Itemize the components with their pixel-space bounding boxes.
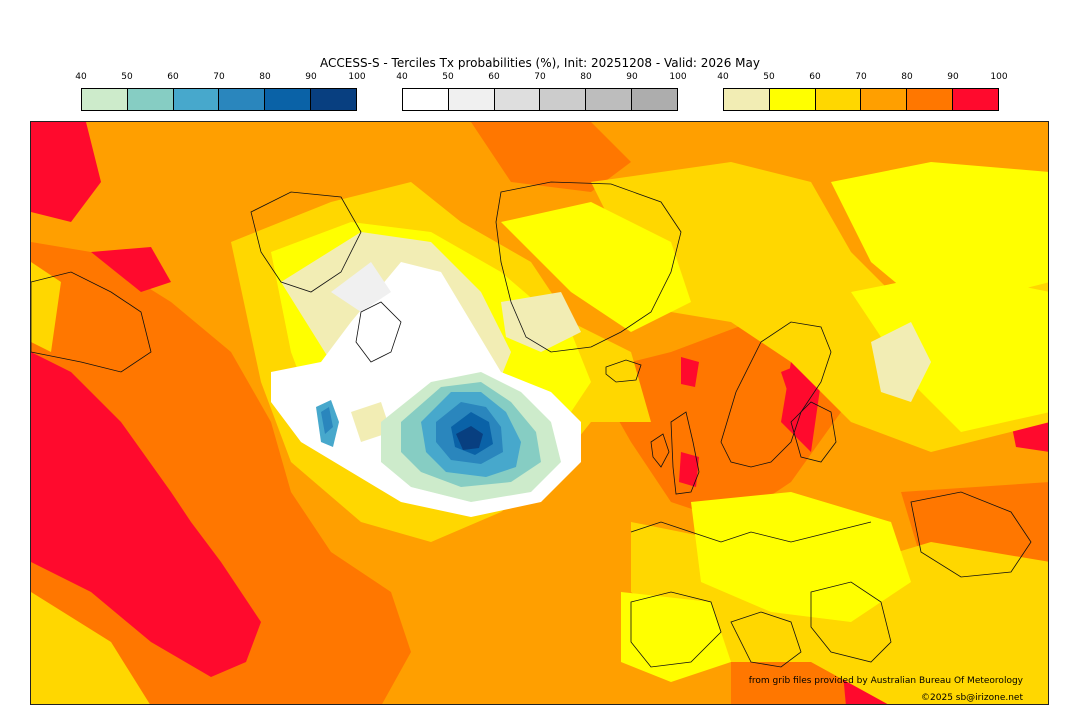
coastline-finland [790,401,837,463]
legend-tick: 40 [396,72,408,82]
legend-tick: 90 [305,72,317,82]
coastline-balkans [810,581,892,663]
legend-tick: 40 [717,72,729,82]
legend-tick: 60 [809,72,821,82]
legend-swatch [311,89,356,110]
coastlines [31,181,1032,668]
legend-tick: 70 [213,72,225,82]
coastline-europe-north [630,521,872,543]
coastline-iberia [630,591,722,668]
legend-swatch [403,89,449,110]
coastline-labrador [355,301,402,363]
legend-tick: 90 [626,72,638,82]
data-credit: from grib files provided by Australian B… [748,676,1023,686]
legend-swatch [173,89,220,110]
field-grey-patch [331,262,391,312]
legend-swatch [907,89,954,110]
coastline-iceland [605,359,642,383]
legend-above-normal: 40 50 60 70 80 90 100 [717,72,1008,112]
legend-swatch [540,89,587,110]
coastline-baffin [250,191,362,293]
legend-swatch [632,89,677,110]
field-yellow-arctic-east [831,162,1048,312]
field-yellow-russia [851,272,1048,432]
field-red-west [31,352,261,677]
field-yellow-iberia [621,592,731,682]
coastline-canada [31,271,152,373]
field-red-patch [681,357,699,387]
legend-swatch [448,89,495,110]
legend-tick: 60 [167,72,179,82]
legend-tick: 50 [442,72,454,82]
field-below-west-core [321,407,333,434]
legend-tick: 80 [259,72,271,82]
legend-tick: 90 [947,72,959,82]
field-red-patch [679,452,699,487]
legend-near-normal: 40 50 60 70 80 90 100 [396,72,687,112]
legend-swatch [127,89,174,110]
legend-swatch [953,89,998,110]
legend-tick: 50 [121,72,133,82]
coastline-ireland [650,433,670,468]
legend-swatch [82,89,128,110]
legend-tick: 80 [901,72,913,82]
legend-swatch [265,89,312,110]
legend-tick: 100 [990,72,1008,82]
colorbar-above-normal [723,88,999,111]
field-red-strip [91,247,171,292]
probability-map [30,121,1049,705]
map-canvas [31,122,1048,704]
legend-swatch [815,89,862,110]
coastline-black-sea [910,491,1032,578]
field-pale-russia [871,322,931,402]
map-title: ACCESS-S - Terciles Tx probabilities (%)… [320,56,760,70]
field-gold-west-edge [31,262,61,352]
field-red-northwest [31,122,101,222]
legend-tick: 70 [855,72,867,82]
legend-tick: 50 [763,72,775,82]
field-orange-north [471,122,631,192]
legend-swatch [769,89,816,110]
field-yellow-greenland [501,202,691,332]
coastline-italy [730,611,802,668]
field-red-baltic [781,362,821,452]
coastline-greenland [495,181,682,353]
legend-tick: 40 [75,72,87,82]
legend-swatch [861,89,908,110]
colorbar-below-normal [81,88,357,111]
legend-swatch [494,89,541,110]
field-gold-southwest [31,592,150,704]
legend-tick: 100 [348,72,366,82]
legend-swatch [724,89,770,110]
field-orange-scandinavia [591,322,841,522]
legend-tick: 80 [580,72,592,82]
field-pale-greenland [501,292,581,352]
legend-below-normal: 40 50 60 70 80 90 100 [75,72,366,112]
field-yellow-europe [691,492,911,622]
copyright: ©2025 sb@irizone.net [921,693,1023,703]
legend-tick: 100 [669,72,687,82]
field-below-90 [456,426,483,450]
legend-swatch [219,89,266,110]
coastline-britain [670,411,700,495]
legend-tick: 70 [534,72,546,82]
legend-swatch [586,89,633,110]
colorbar-near-normal [402,88,678,111]
legend-tick: 60 [488,72,500,82]
coastline-scandinavia [720,321,832,468]
